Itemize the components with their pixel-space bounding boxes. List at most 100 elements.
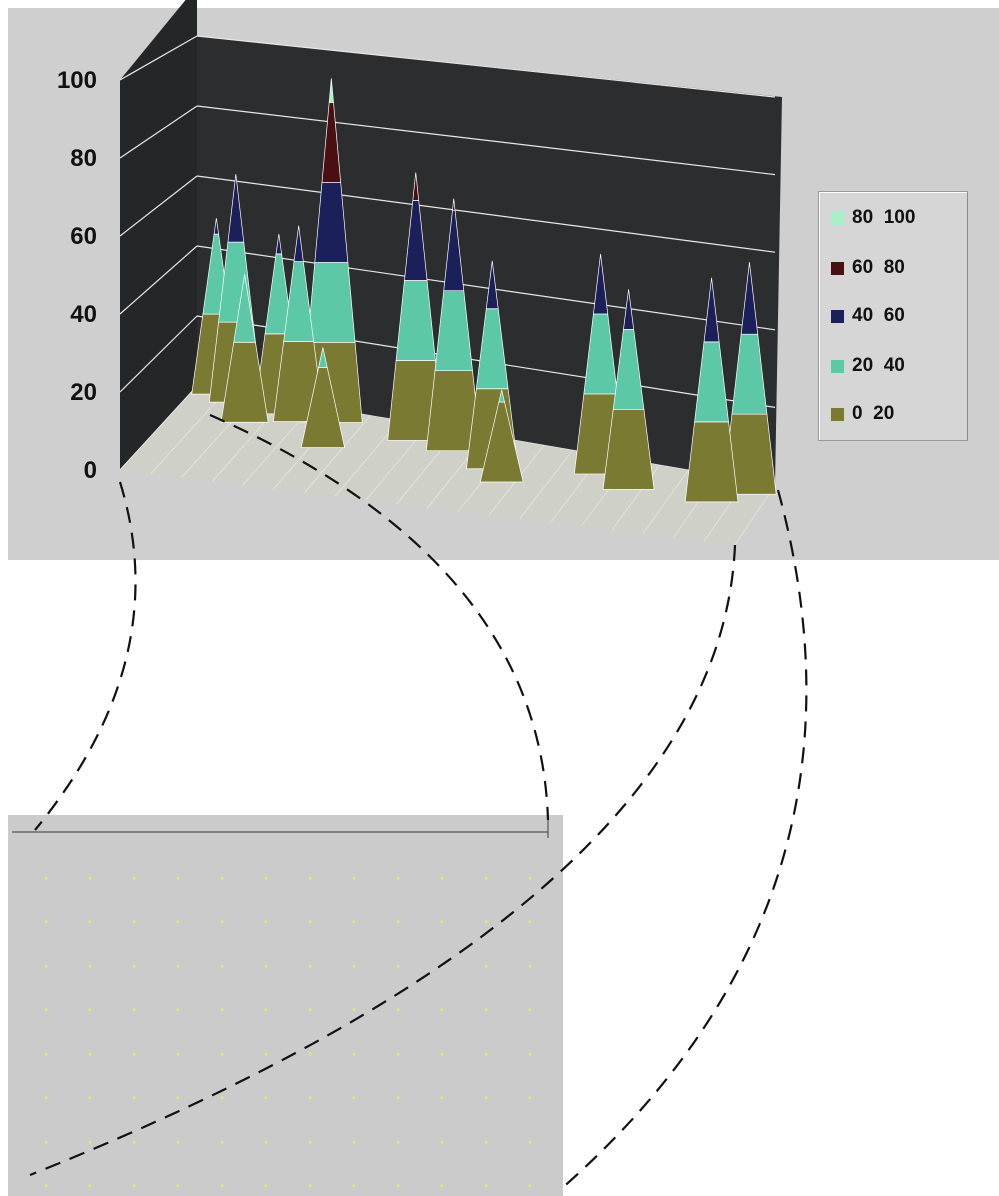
zoom-dot	[440, 1096, 444, 1100]
z-tick-label: 60	[70, 223, 97, 250]
zoom-dot	[132, 876, 136, 880]
floor-gridline	[150, 390, 227, 474]
zoom-dot	[528, 1052, 532, 1056]
zoom-dot	[264, 964, 268, 968]
zoom-dot	[132, 1008, 136, 1012]
gridline-left	[119, 245, 198, 315]
zoom-dot	[308, 1140, 312, 1144]
legend-swatch-60-80	[831, 261, 844, 275]
zoom-dot	[440, 1052, 444, 1056]
zoom-dot	[528, 1096, 532, 1100]
zoom-dot	[308, 1008, 312, 1012]
zoom-dot	[44, 920, 48, 924]
zoom-dot	[220, 876, 224, 880]
zoom-dot	[220, 1184, 224, 1188]
zoom-dot	[440, 1008, 444, 1012]
zoom-dot	[528, 876, 532, 880]
legend-label: 80 100	[852, 207, 916, 228]
surface-spikes	[191, 78, 777, 503]
zoom-dot	[132, 964, 136, 968]
zoom-dot	[264, 1140, 268, 1144]
zoom-dot	[176, 1140, 180, 1144]
zoom-dot	[528, 1140, 532, 1144]
zoom-callout-lines	[29, 413, 808, 1191]
floor-gridline	[212, 400, 284, 482]
surface-spike	[233, 274, 256, 343]
zoom-dot	[484, 1140, 488, 1144]
legend-item: 80 100	[831, 206, 915, 230]
surface-spike	[452, 198, 456, 212]
surface-spike	[318, 347, 328, 368]
surface-spike	[275, 233, 282, 255]
z-tick-label: 20	[70, 379, 97, 406]
surface-spike	[485, 260, 499, 310]
zoom-dot	[264, 1008, 268, 1012]
z-axis-labels: 0 20 40 60 80 100	[57, 67, 97, 484]
gridline-back	[196, 245, 776, 331]
gridline-left	[119, 105, 198, 159]
zoom-dot	[88, 876, 92, 880]
zoom-dot	[220, 1140, 224, 1144]
zoom-dot	[528, 920, 532, 924]
zoom-dot	[220, 920, 224, 924]
zoom-dot	[484, 1096, 488, 1100]
zoom-dot	[484, 1008, 488, 1012]
floor-gridline	[642, 469, 689, 534]
zoom-dot	[264, 920, 268, 924]
surface-spike	[703, 277, 720, 343]
zoom-dot	[352, 1052, 356, 1056]
zoom-dot	[396, 1096, 400, 1100]
z-tick-label: 100	[57, 67, 97, 94]
zoom-dot	[396, 1140, 400, 1144]
zoom-dot	[44, 1140, 48, 1144]
surface-spike	[307, 262, 356, 343]
zoom-dot	[396, 1052, 400, 1056]
zoom-dot	[352, 920, 356, 924]
zoom-dot	[308, 1096, 312, 1100]
surface-spike	[227, 174, 245, 243]
zoom-dot	[308, 964, 312, 968]
z-tick-label: 0	[84, 457, 97, 484]
surface-spike	[213, 218, 219, 235]
floor-gridline	[519, 450, 573, 519]
z-tick-label: 80	[70, 145, 97, 172]
zoom-dot	[308, 876, 312, 880]
zoom-dot	[440, 920, 444, 924]
callout-line	[29, 544, 737, 1177]
zoom-dot	[440, 876, 444, 880]
zoom-dot	[176, 964, 180, 968]
zoom-dot	[176, 1184, 180, 1188]
zoom-dot	[176, 1008, 180, 1012]
zoom-grid	[12, 815, 549, 1188]
surface-spike	[593, 253, 609, 315]
z-tick-label: 40	[70, 301, 97, 328]
zoom-dot	[88, 920, 92, 924]
zoom-dot	[220, 1096, 224, 1100]
zoom-dot	[176, 1052, 180, 1056]
floor-gridline	[304, 415, 371, 493]
zoom-dot	[264, 1096, 268, 1100]
legend: 80 100 60 80 40 60 20 40 0 20	[818, 191, 968, 441]
zoom-dot	[88, 1096, 92, 1100]
zoom-dot	[396, 1008, 400, 1012]
gridline-back	[196, 35, 776, 98]
gridline-left	[119, 175, 198, 237]
zoom-dot	[44, 1052, 48, 1056]
surface-spike	[498, 389, 505, 403]
zoom-dot	[132, 1140, 136, 1144]
zoom-dot	[44, 1008, 48, 1012]
left-wall	[120, 0, 197, 470]
zoom-dot	[396, 964, 400, 968]
zoom-dot	[484, 876, 488, 880]
zoom-dot	[132, 1096, 136, 1100]
zoom-dot	[396, 920, 400, 924]
zoom-dot	[220, 1008, 224, 1012]
zoom-dot	[88, 1008, 92, 1012]
zoom-dot	[264, 1184, 268, 1188]
zoom-dot	[88, 1140, 92, 1144]
zoom-dot	[352, 1140, 356, 1144]
zoom-dot	[528, 1184, 532, 1188]
zoom-dot	[88, 964, 92, 968]
zoom-dot	[352, 964, 356, 968]
zoom-dot	[440, 1184, 444, 1188]
